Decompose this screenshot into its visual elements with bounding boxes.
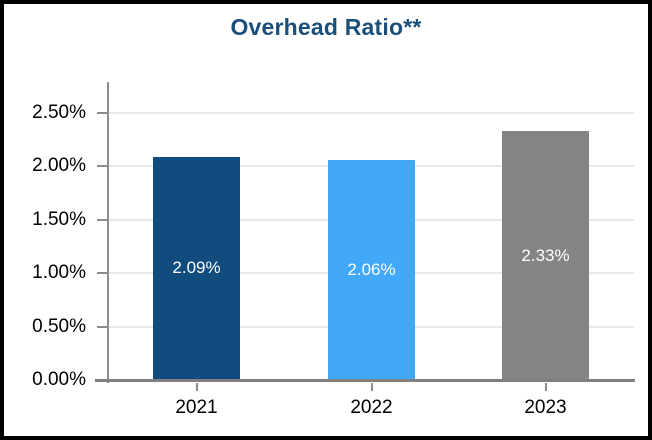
y-tick-label: 1.00% [32,262,86,284]
x-axis-tick [195,383,198,391]
y-tick-label: 2.50% [32,102,86,123]
y-axis-tick [97,112,109,114]
bar-2021 [153,156,240,380]
x-tick-label: 2023 [524,397,567,418]
y-tick-label: 0.00% [32,369,86,390]
x-axis-tick [544,383,547,391]
y-tick-label: 2.00% [32,155,86,177]
bar-value-label: 2.33% [521,245,570,265]
y-axis-line [107,82,109,383]
x-axis-tick [370,383,373,391]
y-axis-tick [97,218,109,221]
bar-2022 [328,159,415,380]
chart-title: Overhead Ratio** [230,14,422,40]
y-axis-tick [97,325,109,328]
y-axis-tick [97,272,109,275]
bar-value-label: 2.06% [347,259,396,279]
y-tick-label: 0.50% [32,315,86,337]
y-tick-label: 1.50% [32,208,86,230]
plot-area: 0.00% 0.50% 1.00% 1.50% 2.00% 2.50% 2.09% 2021 2… [4,4,648,436]
bar-2023 [502,131,589,380]
y-axis-tick [97,165,109,168]
x-tick-label: 2021 [175,397,218,418]
x-axis-line [95,379,635,382]
x-tick-label: 2022 [350,397,393,418]
bar-value-label: 2.09% [172,258,221,278]
gridline [109,112,634,114]
